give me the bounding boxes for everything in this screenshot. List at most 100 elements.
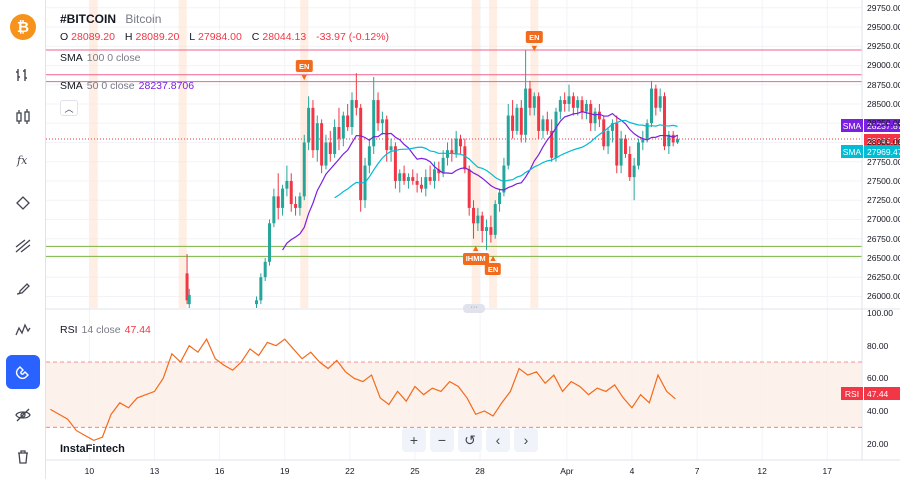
candle-body: [636, 142, 640, 166]
candle-body: [315, 123, 319, 151]
candle-body: [268, 223, 272, 262]
candle-body: [623, 138, 627, 154]
sma100-legend[interactable]: SMA 100 0 close: [60, 52, 144, 64]
rsi-line: [50, 337, 676, 442]
signal-arrow-up-icon: ▲: [471, 242, 481, 253]
close-value: 28044.13: [262, 31, 307, 43]
symbol-name[interactable]: #BITCOIN: [60, 12, 117, 26]
drawing-button[interactable]: [6, 186, 40, 220]
candle-body: [563, 100, 567, 104]
price-axis-label: 29000.00: [867, 60, 900, 71]
candle-body: [597, 111, 601, 120]
candle-body: [389, 146, 393, 151]
candle-body: [641, 138, 645, 143]
indicator-name: RSI: [60, 324, 78, 336]
price-axis-label: 28500.00: [867, 98, 900, 109]
hide-drawings-button[interactable]: [6, 398, 40, 432]
bitcoin-logo-icon[interactable]: ₿: [10, 14, 36, 40]
pane-resize-handle[interactable]: ···: [463, 304, 485, 313]
candle-body: [302, 142, 306, 197]
time-axis-label: 17: [822, 466, 832, 476]
zoom-out-icon: −: [437, 432, 447, 448]
candle-body: [558, 100, 562, 112]
trend-tools-button[interactable]: [6, 229, 40, 263]
time-axis-label: 12: [757, 466, 767, 476]
candle-body: [511, 115, 515, 131]
time-axis-label: 13: [149, 466, 160, 476]
signal-arrow-up-icon: ▲: [488, 253, 498, 264]
candle-body: [467, 169, 471, 208]
candle-body: [649, 88, 653, 124]
candle-body: [337, 127, 341, 139]
price-axis-label: 29500.00: [867, 21, 900, 32]
candle-body: [632, 165, 636, 178]
chart-legend-title: #BITCOIN Bitcoin: [60, 12, 161, 26]
rsi-axis-label: 20.00: [867, 438, 889, 449]
signal-arrow-down-icon: ▼: [529, 43, 539, 54]
candle-body: [584, 103, 588, 112]
candle-body: [372, 100, 376, 147]
symbol-description: Bitcoin: [125, 12, 162, 26]
indicator-name: SMA: [60, 80, 83, 92]
change-value: -33.97 (-0.12%): [316, 31, 390, 43]
magnet-icon: [15, 366, 29, 380]
brush-button[interactable]: [6, 271, 40, 305]
zoom-in-button[interactable]: +: [402, 428, 426, 452]
candles-icon: [16, 109, 30, 124]
candle-body: [610, 123, 614, 131]
candle-body: [324, 142, 328, 166]
signal-arrow-down-icon: ▼: [299, 72, 309, 83]
candle-body: [411, 177, 415, 181]
last-price-tag: 28044.13: [864, 134, 900, 147]
candle-body: [259, 277, 263, 301]
rsi-band: [46, 362, 862, 428]
sma50-legend[interactable]: SMA 50 0 close 28237.8706: [60, 80, 194, 92]
candle-body: [359, 107, 363, 201]
candle-body: [489, 227, 493, 235]
candle-body: [406, 177, 410, 181]
ohlc-key: H: [124, 31, 133, 43]
patterns-button[interactable]: [6, 313, 40, 347]
bars-style-button[interactable]: [6, 58, 40, 92]
zoom-out-button[interactable]: −: [430, 428, 454, 452]
scroll-right-icon: ›: [523, 432, 529, 448]
rsi-legend[interactable]: RSI 14 close 47.44: [60, 324, 151, 336]
scroll-left-button[interactable]: ‹: [486, 428, 510, 452]
candle-body: [463, 146, 467, 170]
candle-body: [658, 96, 662, 108]
candle-body: [506, 115, 510, 166]
signal-marker: EN: [484, 263, 502, 276]
candle-body: [263, 261, 267, 278]
candle-body: [545, 119, 549, 131]
indicators-button[interactable]: fx: [6, 143, 40, 177]
trash-icon: [18, 450, 28, 464]
ohlc-key: O: [60, 31, 69, 43]
collapse-legend-button[interactable]: ︿: [60, 100, 78, 116]
price-axis-label: 26750.00: [867, 233, 900, 244]
candle-body: [619, 138, 623, 166]
rsi-axis-label: 40.00: [867, 406, 889, 416]
high-value: 28089.20: [135, 31, 180, 43]
candle-body: [485, 227, 489, 231]
candle-body: [519, 107, 523, 135]
candle-body: [294, 204, 298, 208]
candle-body: [432, 169, 436, 181]
candle-body: [285, 180, 289, 189]
brush-icon: [16, 283, 30, 295]
reset-button[interactable]: ↺: [458, 428, 482, 452]
candles-button[interactable]: [6, 100, 40, 134]
candle-body: [185, 273, 189, 301]
price-axis-label: 26500.00: [867, 252, 900, 263]
signal-highlight-band: [530, 0, 539, 308]
candle-body: [419, 184, 423, 189]
candle-body: [424, 177, 428, 189]
trash-button[interactable]: [6, 440, 40, 474]
candle-body: [498, 192, 502, 205]
signal-highlight-band: [471, 0, 480, 308]
time-axis-label: Apr: [560, 466, 574, 476]
magnet-button[interactable]: [6, 355, 40, 389]
scroll-right-button[interactable]: ›: [514, 428, 538, 452]
candle-body: [571, 96, 575, 108]
candle-body: [289, 180, 293, 205]
